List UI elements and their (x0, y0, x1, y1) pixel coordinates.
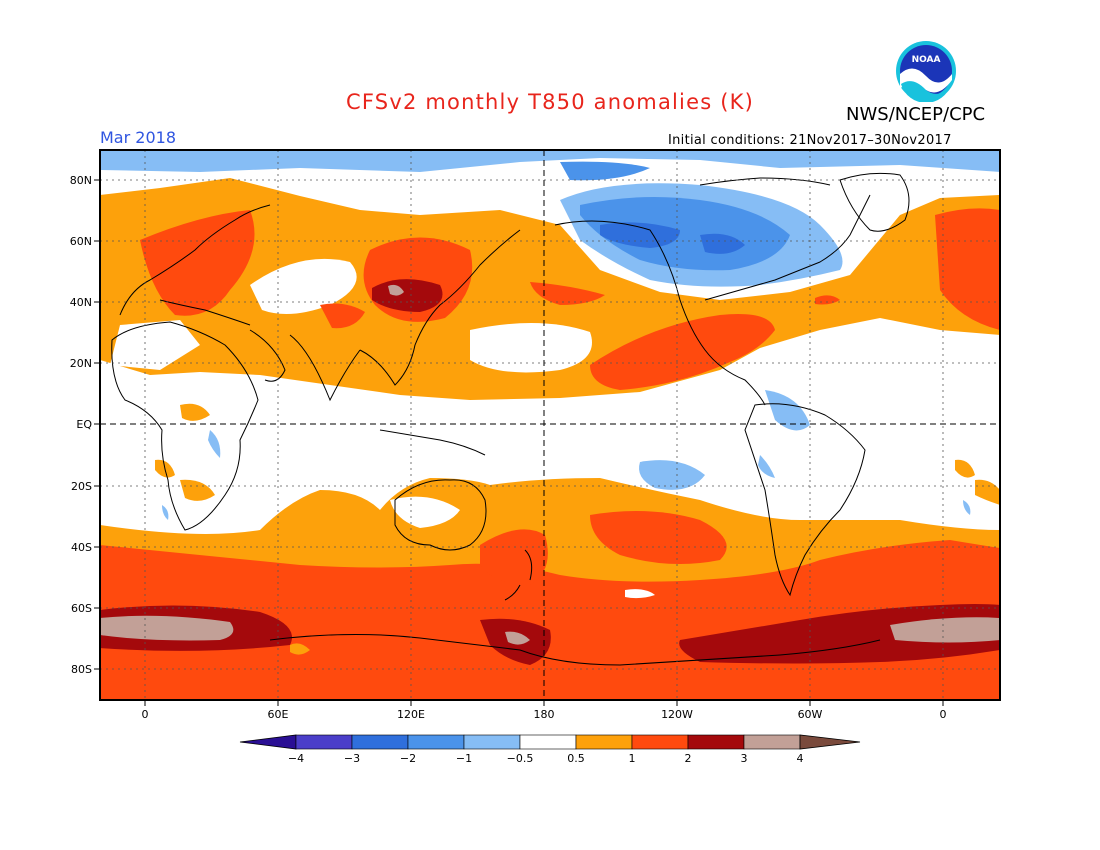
forecast-month: Mar 2018 (100, 128, 176, 147)
map-frame (99, 149, 1001, 701)
longitude-labels: 0 60E 120E 180 120W 60W 0 (142, 708, 947, 721)
latitude-labels: 80N 60N 40N 20N EQ 20S 40S 60S 80S (70, 174, 93, 676)
colorbar-segment (407, 734, 465, 750)
lat-label: 20S (71, 480, 92, 493)
colorbar-label: 4 (797, 752, 804, 765)
amazon-cool (765, 390, 810, 431)
colorbar-segment (463, 734, 521, 750)
lon-label: 60E (268, 708, 289, 721)
new-zealand-warm (480, 529, 548, 585)
lat-label: 40N (70, 296, 92, 309)
central-asia-neutral (250, 258, 357, 314)
graticule (100, 150, 1000, 700)
arctic-cold-spot (560, 161, 650, 181)
antarctic-peak-west (101, 615, 234, 641)
ross-sea-peak (505, 631, 530, 645)
logo-text: NOAA (912, 55, 941, 65)
colorbar-segment (295, 734, 353, 750)
canada-cold (580, 196, 790, 271)
colorbar-label: 0.5 (567, 752, 585, 765)
lon-label: 0 (142, 708, 149, 721)
coastlines (111, 172, 910, 666)
colorbar-label: −4 (288, 752, 304, 765)
n-pacific-warm (530, 282, 605, 305)
east-africa-cool (208, 430, 221, 458)
sh-neutral-spot (625, 589, 655, 599)
colorbar-label: 1 (629, 752, 636, 765)
map-title: CFSv2 monthly T850 anomalies (K) (346, 90, 754, 114)
colorbar-label: 3 (741, 752, 748, 765)
colorbar-label: −1 (456, 752, 472, 765)
initial-conditions: Initial conditions: 21Nov2017–30Nov2017 (668, 133, 952, 148)
colorbar-segment (743, 734, 801, 750)
lat-label: 20N (70, 357, 92, 370)
axis-ticks (94, 179, 944, 706)
anomaly-fields (101, 151, 999, 699)
subtropical-pacific-warm (590, 314, 775, 390)
lat-label: 60S (71, 602, 92, 615)
colorbar-arrow-low (239, 734, 297, 750)
colorbar-arrow-high (799, 734, 861, 750)
tropical-pacific-cool (639, 460, 705, 490)
lon-label: 60W (798, 708, 823, 721)
lat-label: EQ (76, 418, 92, 431)
sw-africa-cool-right (963, 500, 971, 515)
lat-label: 60N (70, 235, 92, 248)
africa-warm-spot (180, 403, 210, 421)
colorbar-label: 2 (685, 752, 692, 765)
noaa-logo: NOAA (896, 41, 956, 102)
antarctic-warm-spot (290, 643, 310, 655)
colorbar-label: −0.5 (507, 752, 534, 765)
madagascar-warm-right (975, 479, 999, 505)
australia-neutral (390, 496, 460, 528)
colorbar-segment (519, 734, 577, 750)
canada-very-cold (600, 222, 680, 248)
colorbar-label: −2 (400, 752, 416, 765)
lat-label: 40S (71, 541, 92, 554)
lat-label: 80N (70, 174, 92, 187)
southern-africa-warm-right (955, 459, 975, 478)
brazil-cool (758, 455, 775, 478)
europe-warm (140, 210, 255, 316)
south-pacific-warm (590, 511, 727, 564)
antarctic-ring-east (679, 604, 999, 664)
lon-label: 0 (940, 708, 947, 721)
colorbar-segment (575, 734, 633, 750)
colorbar: −4 −3 −2 −1 −0.5 0.5 1 2 3 4 (239, 734, 861, 765)
colorbar-segment (687, 734, 745, 750)
colorbar-segment (351, 734, 409, 750)
lon-label: 180 (534, 708, 555, 721)
europe-east-warm (935, 208, 999, 330)
antarctic-peak-east (890, 617, 999, 643)
lon-label: 120W (661, 708, 693, 721)
colorbar-segment (631, 734, 689, 750)
arctic-cool-region (101, 151, 999, 172)
colorbar-label: −3 (344, 752, 360, 765)
lon-label: 120E (397, 708, 425, 721)
hudson-very-cold (700, 233, 745, 254)
north-africa-neutral (110, 320, 200, 370)
sw-africa-cool (162, 505, 169, 520)
lat-label: 80S (71, 663, 92, 676)
madagascar-region-warm (180, 479, 215, 501)
east-asia-peak (388, 284, 404, 296)
tibet-warm (320, 303, 365, 329)
pacific-neutral (470, 322, 592, 373)
agency-label: NWS/NCEP/CPC (846, 104, 986, 125)
